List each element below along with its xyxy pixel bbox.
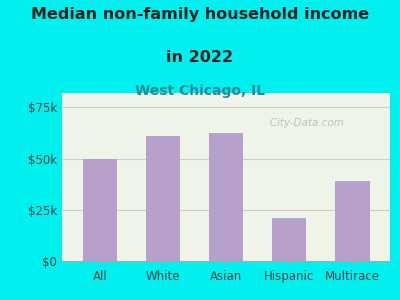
Text: in 2022: in 2022 (166, 50, 234, 64)
Bar (272, 218, 306, 261)
Bar (335, 181, 370, 261)
Bar (146, 136, 180, 261)
Bar (82, 159, 117, 261)
Bar (209, 133, 243, 261)
Text: West Chicago, IL: West Chicago, IL (135, 84, 265, 98)
Text: Median non-family household income: Median non-family household income (31, 8, 369, 22)
Text: City-Data.com: City-Data.com (260, 118, 343, 128)
